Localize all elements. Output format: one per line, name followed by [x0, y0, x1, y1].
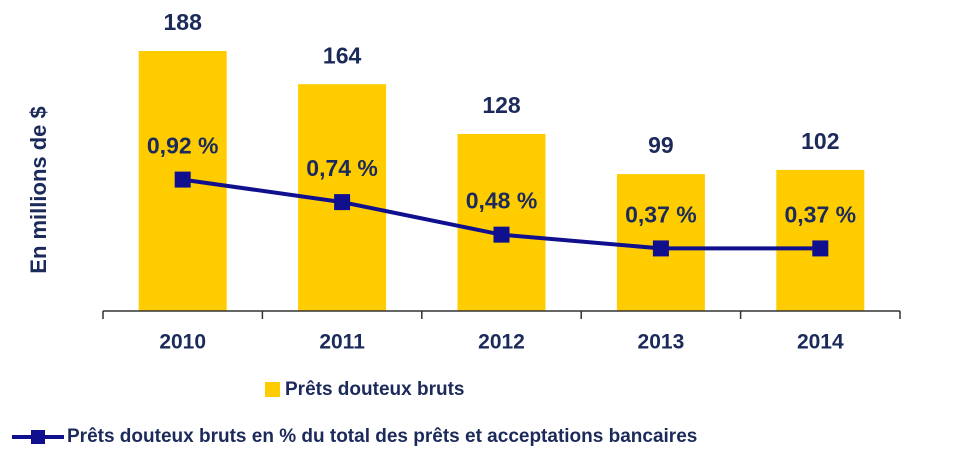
bar [457, 133, 546, 311]
line-marker [174, 171, 191, 188]
line-value-label: 0,74 % [306, 155, 378, 181]
bar-value-label: 99 [648, 132, 674, 158]
x-tick-label: 2010 [159, 331, 206, 354]
bar-value-label: 128 [482, 92, 521, 118]
x-tick-label: 2012 [478, 331, 525, 354]
line-value-label: 0,92 % [147, 133, 219, 159]
line-marker [493, 226, 510, 243]
line-marker [812, 240, 829, 257]
x-tick-label: 2011 [319, 331, 365, 354]
x-tick-label: 2014 [797, 331, 844, 354]
legend-swatch [265, 382, 280, 397]
line-value-label: 0,48 % [466, 188, 538, 214]
legend-label: Prêts douteux bruts en % du total des pr… [67, 426, 697, 447]
x-tick-label: 2013 [638, 331, 685, 354]
line-marker [652, 240, 669, 257]
bar-value-label: 188 [164, 9, 203, 35]
line-value-label: 0,37 % [625, 201, 697, 227]
legend-label: Prêts douteux bruts [285, 379, 464, 400]
line-marker [334, 194, 351, 211]
bar-value-label: 102 [801, 128, 839, 154]
bar-value-label: 164 [323, 42, 362, 68]
legend-marker [31, 430, 45, 444]
y-axis-label: En millions de $ [26, 106, 51, 273]
line-value-label: 0,37 % [784, 201, 856, 227]
